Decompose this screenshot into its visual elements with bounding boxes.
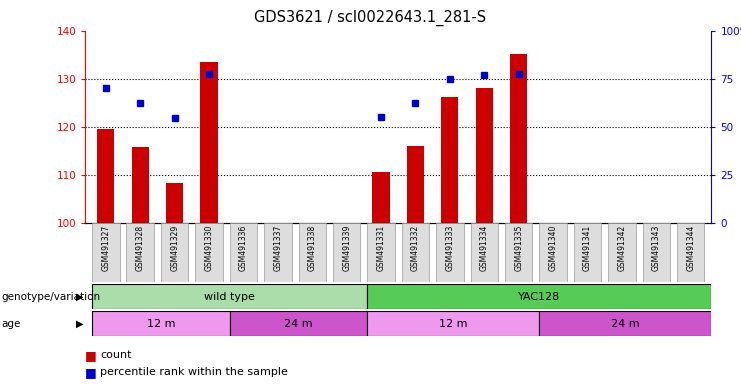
- Text: GSM491332: GSM491332: [411, 225, 420, 271]
- Bar: [230, 311, 368, 336]
- Text: ▶: ▶: [76, 318, 83, 329]
- Bar: [608, 223, 636, 282]
- Bar: [539, 223, 567, 282]
- Text: wild type: wild type: [205, 291, 255, 302]
- Bar: [476, 88, 493, 223]
- Bar: [539, 311, 711, 336]
- Text: 24 m: 24 m: [285, 318, 313, 329]
- Text: GSM491334: GSM491334: [479, 225, 489, 271]
- Bar: [92, 311, 230, 336]
- Bar: [299, 223, 326, 282]
- Text: GSM491344: GSM491344: [686, 225, 695, 271]
- Text: GSM491343: GSM491343: [652, 225, 661, 271]
- Bar: [132, 147, 149, 223]
- Bar: [201, 62, 218, 223]
- Bar: [505, 223, 533, 282]
- Bar: [161, 223, 188, 282]
- Text: GSM491336: GSM491336: [239, 225, 248, 271]
- Text: ■: ■: [85, 349, 97, 362]
- Text: GSM491339: GSM491339: [342, 225, 351, 271]
- Bar: [230, 223, 257, 282]
- Text: GDS3621 / scl0022643.1_281-S: GDS3621 / scl0022643.1_281-S: [254, 10, 487, 26]
- Bar: [368, 284, 711, 309]
- Bar: [368, 311, 539, 336]
- Text: GSM491330: GSM491330: [205, 225, 213, 271]
- Text: 12 m: 12 m: [147, 318, 175, 329]
- Bar: [92, 223, 119, 282]
- Text: ■: ■: [85, 366, 97, 379]
- Text: 12 m: 12 m: [439, 318, 468, 329]
- Text: GSM491337: GSM491337: [273, 225, 282, 271]
- Bar: [510, 54, 528, 223]
- Text: 24 m: 24 m: [611, 318, 639, 329]
- Text: GSM491331: GSM491331: [376, 225, 385, 271]
- Text: GSM491335: GSM491335: [514, 225, 523, 271]
- Bar: [92, 284, 368, 309]
- Bar: [97, 129, 114, 223]
- Bar: [264, 223, 292, 282]
- Bar: [574, 223, 601, 282]
- Text: GSM491328: GSM491328: [136, 225, 144, 271]
- Text: GSM491340: GSM491340: [548, 225, 558, 271]
- Bar: [368, 223, 395, 282]
- Text: age: age: [1, 318, 21, 329]
- Bar: [442, 97, 459, 223]
- Bar: [642, 223, 670, 282]
- Bar: [333, 223, 360, 282]
- Bar: [677, 223, 705, 282]
- Bar: [471, 223, 498, 282]
- Text: GSM491341: GSM491341: [583, 225, 592, 271]
- Bar: [127, 223, 154, 282]
- Bar: [407, 146, 424, 223]
- Text: GSM491333: GSM491333: [445, 225, 454, 271]
- Text: GSM491329: GSM491329: [170, 225, 179, 271]
- Bar: [402, 223, 429, 282]
- Text: YAC128: YAC128: [518, 291, 560, 302]
- Text: percentile rank within the sample: percentile rank within the sample: [100, 367, 288, 377]
- Bar: [196, 223, 223, 282]
- Bar: [166, 183, 183, 223]
- Text: GSM491338: GSM491338: [308, 225, 317, 271]
- Text: ▶: ▶: [76, 291, 83, 302]
- Text: GSM491327: GSM491327: [102, 225, 110, 271]
- Text: count: count: [100, 350, 132, 360]
- Text: genotype/variation: genotype/variation: [1, 291, 101, 302]
- Bar: [373, 172, 390, 223]
- Text: GSM491342: GSM491342: [617, 225, 626, 271]
- Bar: [436, 223, 464, 282]
